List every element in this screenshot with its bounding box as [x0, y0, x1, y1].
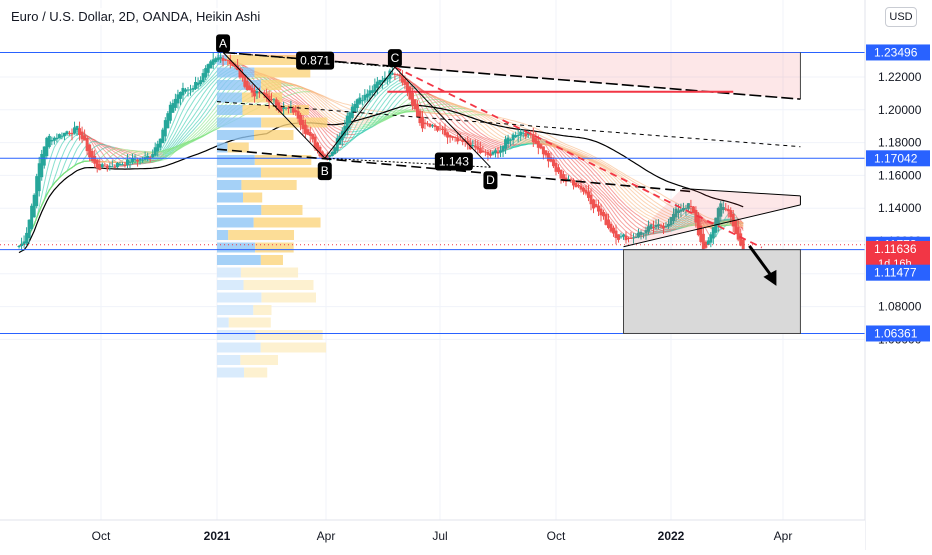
volume-bar-up: [217, 330, 255, 340]
volume-bar-up: [217, 180, 241, 190]
price-label-text: 1.11477: [874, 266, 917, 280]
volume-bar-down: [240, 355, 278, 365]
time-tick-label: Apr: [774, 529, 793, 543]
price-tick-label: 1.08000: [878, 300, 922, 314]
volume-bar-down: [253, 305, 271, 315]
price-tick-label: 1.18000: [878, 136, 922, 150]
volume-bar-up: [217, 218, 254, 228]
volume-bar-down: [243, 193, 262, 203]
pattern-point-d: D: [483, 171, 497, 189]
volume-bar-down: [241, 268, 298, 278]
volume-bar-down: [261, 205, 302, 215]
volume-bar-up: [217, 305, 253, 315]
pattern-point-b: B: [318, 162, 332, 180]
price-label: 1.06361: [866, 325, 930, 341]
pattern-point-a: A: [216, 34, 230, 52]
volume-bar-down: [261, 80, 281, 90]
volume-bar-down: [255, 243, 294, 253]
currency-button[interactable]: USD: [885, 7, 917, 27]
point-label: A: [219, 36, 227, 50]
pattern-point-c: C: [388, 49, 402, 67]
volume-bar-down: [228, 230, 294, 240]
price-tick-label: 1.22000: [878, 70, 922, 84]
volume-bar-up: [217, 105, 242, 115]
volume-bar-up: [217, 293, 261, 303]
time-tick-label: Jul: [432, 529, 447, 543]
volume-bar-up: [217, 205, 261, 215]
volume-bar-down: [255, 155, 312, 165]
candle-body: [18, 246, 21, 247]
volume-bar-down: [244, 368, 267, 378]
price-tick-label: 1.20000: [878, 103, 922, 117]
chart-title: Euro / U.S. Dollar, 2D, OANDA, Heikin As…: [8, 8, 263, 25]
volume-bar-down: [254, 130, 293, 140]
point-label: B: [321, 164, 329, 178]
volume-bar-up: [217, 68, 254, 78]
time-tick-label: Apr: [317, 529, 336, 543]
volume-bar-up: [217, 355, 240, 365]
volume-bar-down: [241, 180, 296, 190]
volume-bar-down: [261, 255, 283, 265]
point-label: C: [391, 51, 400, 65]
time-tick-label: 2021: [204, 529, 231, 543]
price-label: 1.17042: [866, 150, 930, 166]
volume-bar-up: [217, 118, 261, 128]
volume-bar-down: [254, 218, 321, 228]
volume-bar-up: [217, 343, 261, 353]
target-zone: [624, 250, 801, 334]
volume-bar-down: [261, 343, 326, 353]
time-tick-label: Oct: [92, 529, 111, 543]
volume-bar-up: [217, 193, 243, 203]
volume-bar-up: [217, 268, 241, 278]
price-tick-label: 1.14000: [878, 201, 922, 215]
price-axis: 1.220001.200001.180001.160001.140001.120…: [865, 0, 932, 550]
ratio-text: 0.871: [300, 54, 330, 68]
time-axis: Oct 2021 Apr Jul Oct 2022 Apr: [0, 520, 865, 550]
volume-bar-up: [217, 243, 255, 253]
volume-bar-up: [217, 155, 255, 165]
price-label-text: 1.06361: [874, 326, 918, 340]
volume-bar-up: [217, 368, 244, 378]
point-label: D: [486, 173, 495, 187]
price-label-text: 1.17042: [874, 151, 918, 165]
price-label: 1.11477: [866, 265, 930, 281]
volume-bar-down: [261, 293, 316, 303]
price-label-text: 1.23496: [874, 45, 918, 59]
volume-bar-down: [255, 330, 322, 340]
price-tick-label: 1.16000: [878, 168, 922, 182]
ratio-text: 1.143: [439, 154, 469, 168]
volume-bar-up: [217, 230, 228, 240]
volume-bar-down: [229, 318, 271, 328]
ratio-label: 0.871: [296, 52, 334, 70]
volume-bar-up: [217, 280, 244, 290]
price-label: 1.23496: [866, 44, 930, 60]
volume-bar-up: [217, 168, 261, 178]
volume-bar-down: [244, 280, 314, 290]
ratio-label: 1.143: [435, 152, 473, 170]
time-tick-label: 2022: [658, 529, 685, 543]
price-label-text: 1.11636: [874, 242, 917, 256]
volume-bar-up: [217, 93, 242, 103]
time-tick-label: Oct: [547, 529, 566, 543]
volume-bar-up: [217, 143, 228, 153]
volume-bar-up: [217, 318, 229, 328]
volume-bar-up: [217, 255, 261, 265]
volume-bar-up: [217, 130, 254, 140]
